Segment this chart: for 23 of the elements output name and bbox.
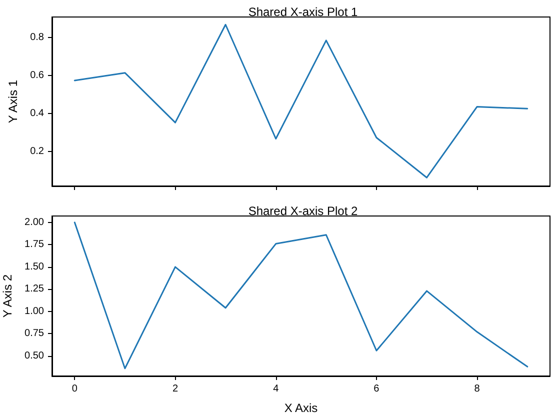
x-tick-label: 2 [172, 384, 178, 394]
y-tick-label: 0.2 [30, 146, 44, 158]
y-tick-label: 1.50 [24, 261, 44, 272]
x-axis-title: X Axis [284, 401, 318, 415]
y-tick-label: 1.25 [24, 284, 44, 295]
chart-title: Shared X-axis Plot 2 [248, 204, 358, 218]
y-tick-label: 0.50 [24, 350, 44, 362]
x-tick-label: 0 [72, 384, 78, 394]
y-tick-label: 0.8 [30, 32, 44, 43]
x-tick-label: 8 [474, 384, 480, 394]
line-series [74, 222, 528, 370]
y-tick-label: 1.75 [24, 239, 44, 250]
y-tick-label: 0.4 [30, 108, 44, 120]
line-series [74, 24, 528, 178]
y-tick-label: 0.75 [24, 328, 44, 340]
x-tick-label: 6 [374, 384, 380, 394]
y-axis-title: Y Axis 2 [0, 274, 15, 318]
y-tick-label: 2.00 [24, 216, 44, 228]
y-axis-title: Y Axis 1 [6, 80, 20, 124]
chart-title: Shared X-axis Plot 1 [248, 5, 358, 19]
y-tick-label: 0.6 [30, 70, 44, 81]
y-tick-label: 1.00 [24, 306, 44, 317]
x-tick-label: 4 [273, 384, 280, 394]
